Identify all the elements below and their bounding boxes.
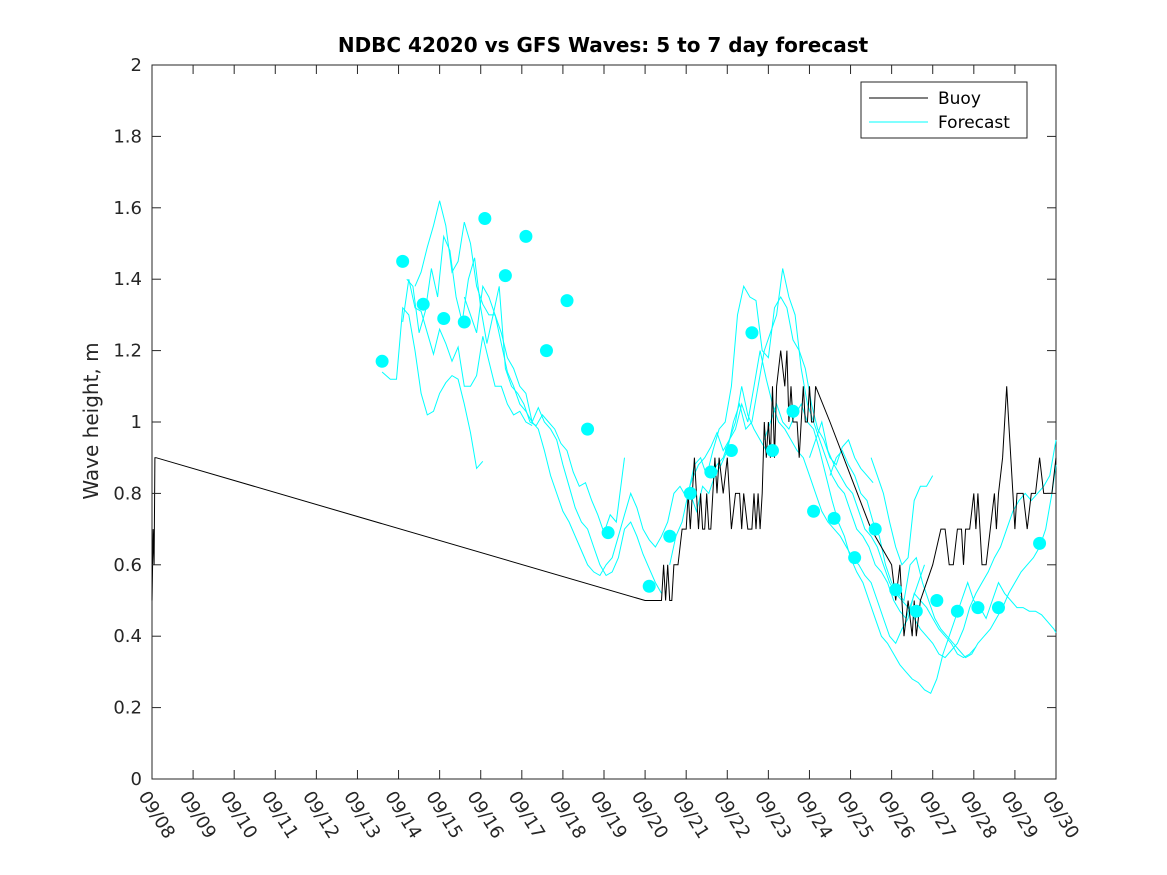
forecast-marker (539, 344, 553, 358)
forecast-marker (971, 601, 985, 615)
forecast-marker (765, 444, 779, 458)
y-tick-label: 0.8 (113, 483, 142, 504)
forecast-marker (663, 529, 677, 543)
forecast-marker (642, 579, 656, 593)
y-tick-label: 1.6 (113, 198, 142, 219)
chart-title: NDBC 42020 vs GFS Waves: 5 to 7 day fore… (338, 33, 869, 57)
forecast-marker (745, 326, 759, 340)
forecast-markers (375, 212, 1047, 618)
forecast-marker (375, 354, 389, 368)
forecast-marker (519, 229, 533, 243)
y-tick-label: 1.4 (113, 269, 142, 290)
axes-box (151, 64, 1057, 780)
forecast-series-line (669, 284, 874, 565)
forecast-marker (457, 315, 471, 329)
legend-box (860, 81, 1028, 139)
forecast-series-line (710, 350, 977, 659)
y-tick-label: 0.4 (113, 626, 142, 647)
forecast-series-line (402, 279, 533, 427)
y-tick-label: 1.2 (113, 341, 142, 362)
forecast-marker (396, 254, 410, 268)
forecast-marker (868, 522, 882, 536)
forecast-marker (848, 551, 862, 565)
forecast-marker (950, 604, 964, 618)
forecast-series-line (463, 284, 767, 577)
forecast-series-line (763, 402, 1057, 695)
forecast-marker (704, 465, 718, 479)
forecast-lines (381, 200, 1057, 695)
forecast-marker (724, 444, 738, 458)
forecast-marker (827, 511, 841, 525)
y-tick-label: 0.6 (113, 555, 142, 576)
forecast-marker (581, 422, 595, 436)
forecast-series-line (829, 449, 1057, 659)
legend-forecast-label: Forecast (938, 113, 1010, 133)
forecast-series-line (870, 457, 934, 566)
forecast-marker (560, 294, 574, 308)
y-tick-label: 1.8 (113, 126, 142, 147)
y-tick-label: 1 (131, 412, 142, 433)
y-ticks: 0 0.2 0.4 0.6 0.8 1 1.2 1.4 1.6 1.8 2 (113, 55, 1056, 790)
legend: Buoy Forecast (860, 81, 1028, 139)
forecast-marker (930, 594, 944, 607)
plot-area (151, 64, 1057, 780)
forecast-marker (807, 504, 821, 518)
legend-buoy-label: Buoy (938, 89, 981, 109)
forecast-marker (786, 404, 800, 418)
forecast-series-line (381, 306, 484, 470)
forecast-marker (478, 212, 492, 226)
forecast-marker (909, 604, 923, 618)
forecast-series-line (414, 200, 662, 594)
forecast-marker (991, 601, 1005, 615)
y-tick-label: 2 (131, 55, 142, 76)
y-tick-label: 0.2 (113, 698, 142, 719)
forecast-series-line (809, 420, 1057, 659)
y-axis-label: Wave height, m (79, 342, 103, 499)
forecast-marker (683, 486, 697, 500)
forecast-marker (889, 583, 903, 597)
forecast-marker (498, 269, 512, 283)
forecast-marker (601, 526, 615, 540)
forecast-marker (416, 297, 430, 311)
forecast-marker (437, 311, 451, 325)
forecast-marker (1033, 536, 1047, 550)
y-tick-label: 0 (131, 769, 142, 790)
